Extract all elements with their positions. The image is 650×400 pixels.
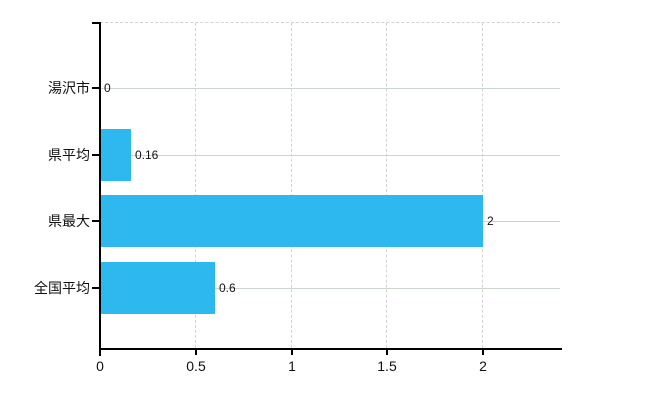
y-axis-tick <box>92 220 100 222</box>
category-gridline <box>100 288 560 289</box>
x-tick-label: 0.5 <box>186 358 206 374</box>
bar-value-label: 2 <box>487 214 494 228</box>
x-tick <box>482 350 484 355</box>
y-axis-line <box>99 22 101 356</box>
y-axis-top-tick <box>92 22 100 24</box>
y-axis-tick <box>92 87 100 89</box>
x-axis-line <box>99 348 562 350</box>
bar-value-label: 0.16 <box>135 148 159 162</box>
bar <box>101 195 483 247</box>
bar-value-label: 0 <box>104 81 111 95</box>
x-gridline <box>386 23 387 348</box>
y-axis-tick <box>92 154 100 156</box>
x-tick <box>386 350 388 355</box>
x-tick-label: 0 <box>96 358 104 374</box>
plot-top-border <box>100 22 560 23</box>
bar <box>101 262 215 314</box>
x-gridline <box>195 23 196 348</box>
category-label: 全国平均 <box>34 280 90 296</box>
category-label: 県最大 <box>48 213 90 229</box>
category-gridline <box>100 88 560 89</box>
y-axis-tick <box>92 287 100 289</box>
x-tick <box>291 350 293 355</box>
bar-value-label: 0.6 <box>219 281 236 295</box>
x-tick-label: 1.5 <box>377 358 397 374</box>
category-gridline <box>100 155 560 156</box>
x-tick-label: 2 <box>479 358 487 374</box>
x-gridline <box>291 23 292 348</box>
x-gridline <box>482 23 483 348</box>
x-tick <box>195 350 197 355</box>
category-label: 湯沢市 <box>48 80 90 96</box>
category-label: 県平均 <box>48 147 90 163</box>
x-tick-label: 1 <box>288 358 296 374</box>
bar <box>101 129 131 181</box>
